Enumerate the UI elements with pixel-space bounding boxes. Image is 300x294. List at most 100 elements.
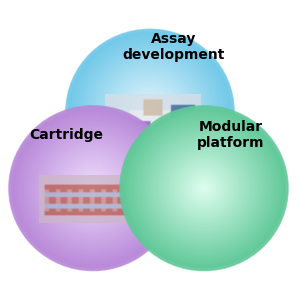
Circle shape [164, 149, 244, 227]
Circle shape [142, 103, 158, 120]
Circle shape [144, 106, 156, 118]
Circle shape [85, 48, 215, 176]
Circle shape [91, 54, 209, 169]
Text: Assay
development: Assay development [123, 32, 225, 62]
Circle shape [114, 77, 186, 147]
Circle shape [137, 99, 163, 124]
Text: Cartridge: Cartridge [29, 128, 103, 142]
Circle shape [38, 135, 148, 242]
Circle shape [74, 170, 112, 207]
Circle shape [131, 93, 169, 130]
Circle shape [100, 62, 200, 161]
Circle shape [70, 34, 230, 190]
Circle shape [162, 147, 246, 229]
Circle shape [110, 73, 190, 151]
Circle shape [126, 112, 282, 264]
Circle shape [47, 143, 139, 233]
Circle shape [80, 176, 106, 201]
Circle shape [121, 83, 179, 141]
Circle shape [149, 135, 259, 242]
Circle shape [181, 166, 227, 211]
Circle shape [87, 50, 213, 173]
Circle shape [72, 168, 114, 209]
Circle shape [66, 29, 234, 194]
Circle shape [15, 112, 171, 264]
Circle shape [70, 166, 116, 211]
Circle shape [53, 149, 133, 227]
Circle shape [120, 106, 288, 270]
Circle shape [68, 163, 118, 213]
Circle shape [148, 110, 152, 114]
Circle shape [160, 145, 248, 231]
Circle shape [61, 157, 124, 219]
Circle shape [175, 159, 233, 217]
Circle shape [82, 178, 103, 198]
Circle shape [83, 46, 217, 178]
Circle shape [133, 118, 275, 258]
Circle shape [143, 128, 265, 248]
Circle shape [128, 114, 280, 262]
Circle shape [146, 108, 154, 116]
Circle shape [177, 161, 231, 215]
Circle shape [145, 131, 263, 246]
Circle shape [141, 126, 267, 250]
Circle shape [76, 172, 110, 205]
Circle shape [87, 182, 99, 194]
Circle shape [123, 85, 177, 138]
Circle shape [104, 66, 196, 157]
Circle shape [170, 155, 238, 221]
Circle shape [129, 91, 171, 132]
Circle shape [95, 58, 205, 165]
Circle shape [116, 79, 184, 145]
Circle shape [130, 116, 278, 260]
Circle shape [154, 139, 254, 238]
Circle shape [140, 101, 160, 122]
Circle shape [36, 133, 150, 244]
Circle shape [26, 122, 160, 254]
Circle shape [20, 116, 166, 260]
Circle shape [45, 141, 141, 235]
Circle shape [93, 56, 207, 167]
Circle shape [172, 157, 236, 219]
Circle shape [59, 155, 127, 221]
Circle shape [156, 141, 252, 235]
Circle shape [22, 118, 164, 258]
Circle shape [139, 124, 269, 252]
Circle shape [74, 38, 226, 186]
Circle shape [89, 184, 97, 192]
Circle shape [187, 172, 221, 205]
Circle shape [81, 44, 219, 180]
Circle shape [89, 52, 211, 171]
Circle shape [34, 131, 152, 246]
Circle shape [137, 122, 271, 254]
Circle shape [125, 87, 175, 136]
Circle shape [108, 71, 192, 153]
Circle shape [40, 137, 146, 240]
Circle shape [9, 106, 177, 270]
Circle shape [32, 128, 154, 248]
Circle shape [147, 133, 261, 244]
Circle shape [166, 151, 242, 225]
Circle shape [79, 42, 221, 182]
Circle shape [198, 182, 210, 194]
Circle shape [118, 81, 182, 143]
Circle shape [152, 137, 256, 240]
Circle shape [43, 139, 143, 238]
Circle shape [200, 184, 208, 192]
Circle shape [51, 147, 135, 229]
Circle shape [11, 108, 175, 268]
Circle shape [98, 60, 202, 163]
Circle shape [76, 40, 224, 184]
Circle shape [78, 174, 108, 203]
Circle shape [179, 163, 229, 213]
Circle shape [122, 108, 286, 268]
Circle shape [168, 153, 240, 223]
Circle shape [30, 126, 156, 250]
Circle shape [133, 95, 167, 128]
Circle shape [194, 178, 214, 198]
Circle shape [85, 180, 101, 196]
Text: Modular
platform: Modular platform [197, 121, 265, 150]
Circle shape [57, 153, 129, 223]
Circle shape [158, 143, 250, 233]
Circle shape [106, 69, 194, 155]
